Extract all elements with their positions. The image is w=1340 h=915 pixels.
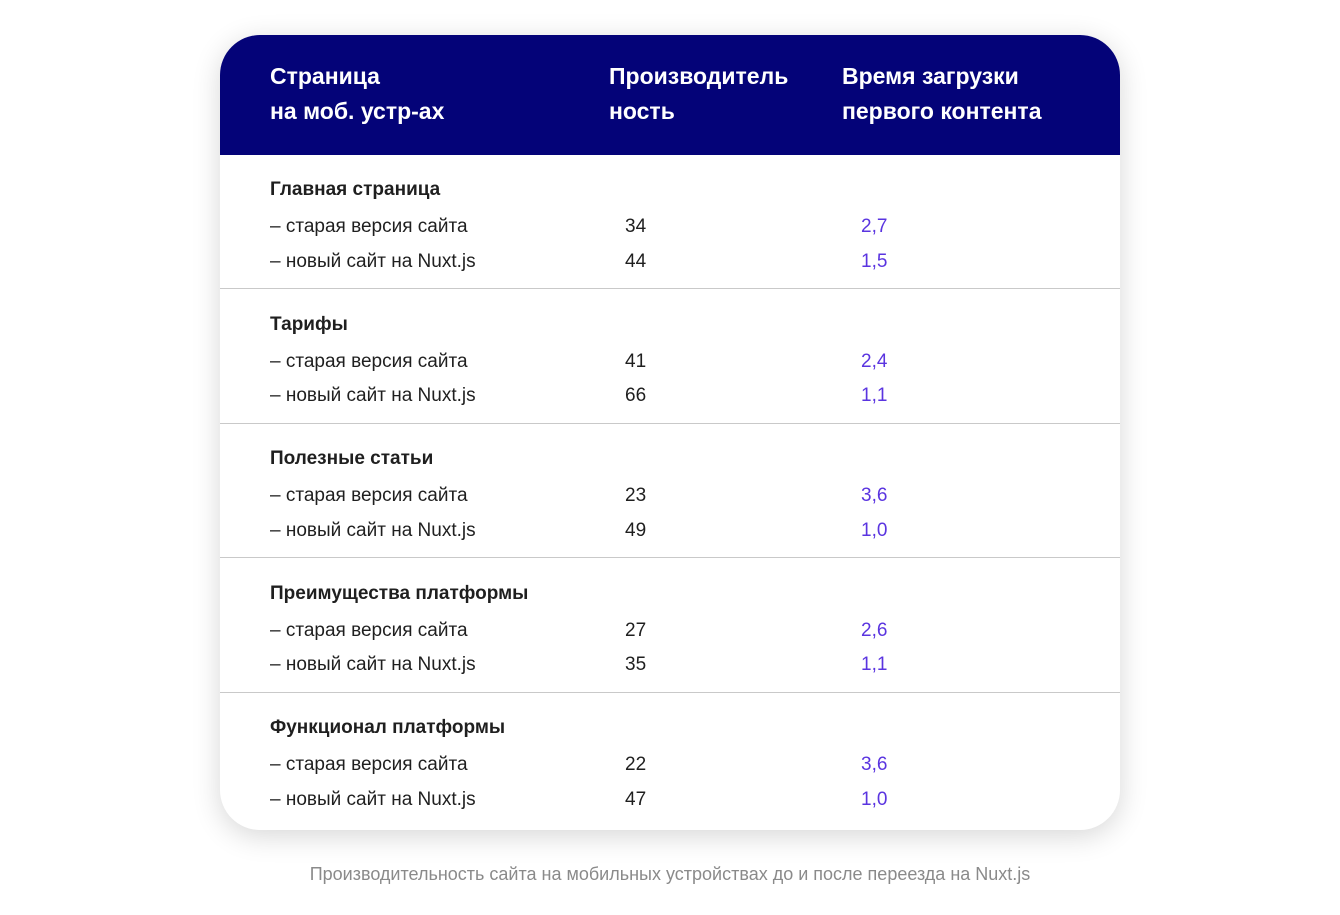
fcp-value: 1,1 (861, 385, 888, 407)
table-row: – старая версия сайта 34 2,7 (220, 210, 1120, 244)
group-title: Преимущества платформы (270, 582, 529, 604)
row-label: – новый сайт на Nuxt.js (270, 385, 476, 407)
table-group: Главная страница – старая версия сайта 34 2… (220, 155, 1120, 289)
performance-value: 66 (625, 385, 647, 407)
table-row: – старая версия сайта 27 2,6 (220, 614, 1120, 648)
fcp-value: 3,6 (861, 754, 888, 776)
row-label: – старая версия сайта (270, 485, 468, 507)
row-label: – старая версия сайта (270, 216, 468, 237)
row-label: – старая версия сайта (270, 350, 468, 372)
group-title: Тарифы (270, 313, 348, 335)
row-label: – старая версия сайта (270, 619, 468, 641)
table-group: Полезные статьи – старая версия сайта 23 3,… (220, 424, 1120, 559)
table-row: – новый сайт на Nuxt.js 35 1,1 (220, 648, 1120, 682)
performance-value: 41 (625, 350, 647, 372)
fcp-value: 2,4 (861, 350, 888, 372)
table-group: Преимущества платформы – старая версия са… (220, 559, 1120, 693)
table-header: Страница на моб. устр-ах Производитель н… (220, 35, 1120, 155)
group-title: Главная страница (270, 179, 441, 200)
group-divider (220, 691, 1120, 693)
table-row: – новый сайт на Nuxt.js 47 1,0 (220, 783, 1120, 817)
column-header-page: Страница на моб. устр-ах (270, 63, 445, 124)
column-header-fcp: Время загрузки первого контента (842, 63, 1042, 124)
performance-value: 35 (625, 654, 647, 676)
performance-value: 47 (625, 788, 647, 810)
performance-value: 44 (625, 250, 647, 272)
group-title: Полезные статьи (270, 448, 434, 470)
table-row: – старая версия сайта 41 2,4 (220, 345, 1120, 379)
performance-value: 22 (625, 754, 647, 776)
fcp-value: 3,6 (861, 485, 888, 507)
row-label: – новый сайт на Nuxt.js (270, 788, 476, 810)
fcp-value: 2,6 (861, 619, 888, 641)
column-header-performance: Производитель ность (609, 63, 789, 124)
performance-value: 34 (625, 216, 647, 237)
table-row: – новый сайт на Nuxt.js 66 1,1 (220, 379, 1120, 413)
group-divider (220, 288, 1120, 289)
table-row: – старая версия сайта 23 3,6 (220, 479, 1120, 513)
fcp-value: 1,5 (861, 250, 888, 272)
fcp-value: 1,1 (861, 654, 888, 676)
row-label: – новый сайт на Nuxt.js (270, 519, 476, 541)
fcp-value: 2,7 (861, 216, 888, 237)
table-group: Функционал платформы – старая версия сайт… (220, 693, 1120, 827)
results-table: Страница на моб. устр-ах Производитель н… (220, 35, 1120, 830)
table-caption: Производительность сайта на мобильных ус… (309, 864, 1031, 884)
performance-value: 49 (625, 519, 647, 541)
table-row: – старая версия сайта 22 3,6 (220, 748, 1120, 782)
table-group: Тарифы – старая версия сайта 41 2,4 – новый … (220, 290, 1120, 424)
group-title: Функционал платформы (270, 717, 506, 739)
table-row: – новый сайт на Nuxt.js 44 1,5 (220, 245, 1120, 279)
row-label: – новый сайт на Nuxt.js (270, 250, 476, 272)
fcp-value: 1,0 (861, 788, 888, 810)
group-divider (220, 557, 1120, 559)
row-label: – старая версия сайта (270, 754, 468, 776)
performance-value: 23 (625, 485, 647, 507)
performance-value: 27 (625, 619, 647, 641)
table-row: – новый сайт на Nuxt.js 49 1,0 (220, 514, 1120, 548)
fcp-value: 1,0 (861, 519, 888, 541)
row-label: – новый сайт на Nuxt.js (270, 654, 476, 676)
group-divider (220, 422, 1120, 424)
